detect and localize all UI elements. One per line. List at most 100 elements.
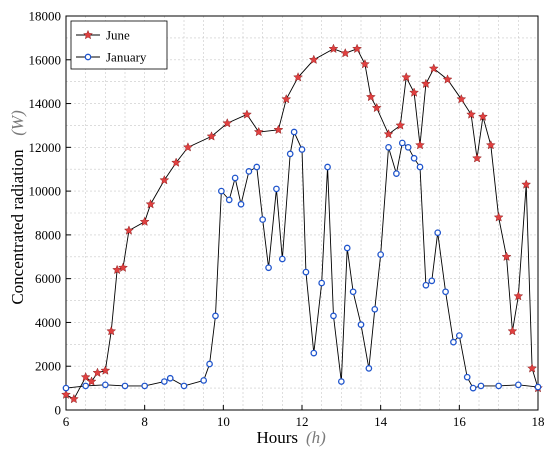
data-point-june [527, 363, 537, 373]
data-point-january [141, 382, 149, 390]
data-point-january [442, 288, 449, 296]
data-point-june [308, 54, 319, 64]
data-point-june [242, 109, 252, 119]
data-point-june [86, 376, 97, 386]
data-point-january [82, 382, 90, 390]
data-point-june [472, 153, 482, 163]
data-point-january [514, 381, 522, 389]
legend-label-january: January [106, 50, 147, 65]
x-tick-label: 18 [532, 414, 545, 429]
y-tick-label: 8000 [35, 227, 61, 242]
data-point-june [92, 367, 103, 377]
data-point-june [118, 262, 128, 272]
data-point-january [455, 332, 463, 339]
data-point-june [171, 157, 182, 167]
data-point-june [466, 109, 477, 119]
data-point-january [422, 281, 430, 289]
data-point-january [200, 377, 208, 384]
data-point-january [62, 384, 70, 392]
data-point-june [100, 365, 111, 375]
x-axis-title: Hours [256, 428, 298, 447]
data-point-june [106, 326, 117, 336]
data-point-january [377, 251, 385, 258]
data-point-june [206, 131, 217, 141]
y-tick-label: 6000 [35, 271, 61, 286]
data-point-june [456, 94, 467, 104]
data-point-june [507, 326, 518, 336]
data-point-january [318, 279, 326, 287]
series-january [62, 128, 542, 392]
data-point-june [124, 225, 134, 235]
data-point-june [421, 78, 431, 89]
data-point-january [349, 288, 357, 296]
data-point-june [415, 140, 425, 150]
data-point-june [521, 179, 532, 189]
data-point-june [340, 48, 351, 58]
data-point-january [428, 277, 436, 285]
data-point-january [245, 168, 253, 175]
data-point-january [310, 349, 318, 357]
y-tick-label: 0 [55, 403, 62, 418]
data-point-january [237, 200, 245, 208]
y-axis-title: Concentrated radiation [8, 149, 27, 305]
y-tick-label: 2000 [35, 359, 61, 374]
data-point-january [337, 378, 345, 385]
x-axis-unit: (h) [306, 428, 326, 447]
y-tick-label: 18000 [29, 9, 62, 24]
data-point-june [273, 124, 284, 134]
legend: June January [70, 20, 168, 70]
tick-layer: 6 8 10 12 14 16 18 0 2000 4000 6000 8000 10000 12000 1… [29, 9, 545, 430]
data-point-january [298, 146, 306, 153]
x-tick-label: 14 [374, 414, 388, 429]
data-point-january [225, 196, 233, 204]
y-axis-unit: (W) [8, 110, 27, 136]
y-tick-label: 10000 [29, 184, 62, 199]
data-point-january [206, 360, 213, 368]
data-point-june [513, 291, 524, 301]
data-point-january [469, 384, 477, 392]
legend-marker-january [84, 53, 92, 61]
data-point-january [365, 365, 373, 372]
data-point-june [80, 372, 91, 382]
data-point-january [357, 321, 365, 328]
data-point-january [218, 187, 225, 195]
data-point-january [166, 374, 174, 382]
data-point-january [290, 128, 298, 136]
data-point-june [365, 91, 376, 102]
data-point-june [145, 199, 156, 209]
data-point-june [383, 129, 394, 139]
data-point-january [278, 255, 286, 263]
data-point-january [416, 163, 424, 171]
data-point-january [410, 154, 418, 162]
y-tick-label: 14000 [29, 96, 62, 111]
legend-items: June January [76, 28, 147, 65]
data-point-january [450, 338, 457, 346]
data-point-june [478, 111, 488, 121]
data-point-january [393, 170, 400, 177]
y-tick-label: 4000 [35, 315, 61, 330]
data-point-january [302, 268, 310, 276]
x-tick-label: 8 [141, 414, 148, 429]
data-point-january [101, 381, 109, 389]
data-point-june [401, 72, 412, 82]
data-point-january [180, 382, 188, 390]
legend-item-june: June [76, 28, 130, 43]
data-point-june [139, 216, 150, 226]
data-point-june [360, 59, 370, 69]
data-point-january [330, 312, 337, 320]
legend-marker-june [83, 29, 93, 40]
data-point-june [395, 120, 406, 130]
data-point-june [222, 118, 233, 128]
data-point-january [253, 163, 261, 171]
data-point-june [493, 212, 504, 222]
data-point-june [409, 87, 419, 97]
data-point-january [265, 264, 272, 272]
data-point-june [371, 102, 382, 113]
data-point-june [253, 126, 264, 137]
data-point-january [343, 244, 351, 252]
data-point-june [485, 140, 496, 150]
data-point-june [112, 264, 123, 275]
data-point-june [328, 43, 339, 53]
